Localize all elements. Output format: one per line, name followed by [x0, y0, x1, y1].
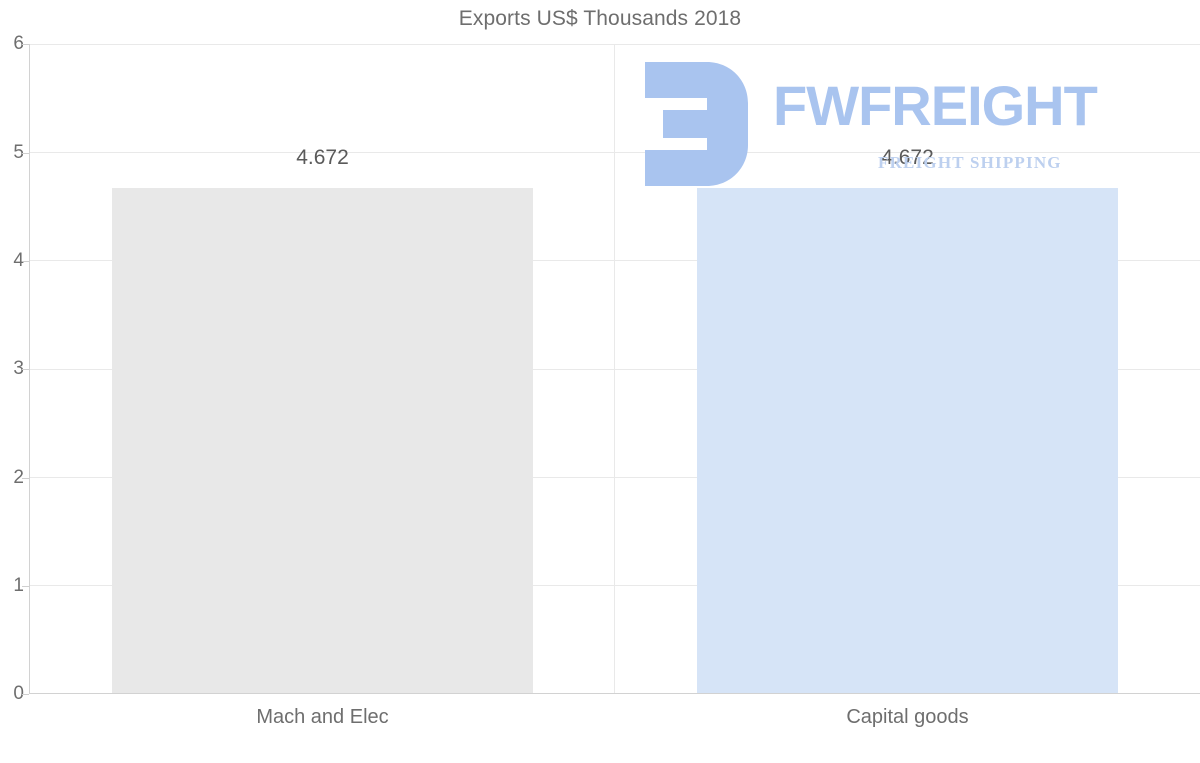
y-tick-label-5: 5	[13, 142, 24, 163]
bar-capital-goods[interactable]	[697, 188, 1118, 693]
y-tick-mark-2	[22, 478, 29, 479]
x-axis-line	[29, 693, 1200, 694]
y-tick-label-0: 0	[13, 683, 24, 704]
bar-mach-and-elec[interactable]	[112, 188, 533, 693]
y-axis-line	[29, 44, 30, 694]
y-tick-label-1: 1	[13, 575, 24, 596]
y-tick-mark-3	[22, 369, 29, 370]
y-axis-ticks: 6 5 4 3 2 1 0	[0, 0, 29, 763]
chart-title: Exports US$ Thousands 2018	[458, 7, 742, 30]
x-tick-label-capital-goods: Capital goods	[846, 706, 969, 728]
y-tick-mark-6	[22, 44, 29, 45]
x-tick-label-mach-and-elec: Mach and Elec	[256, 706, 389, 728]
bars-layer	[29, 44, 1200, 693]
gridline-category-divider	[614, 44, 615, 693]
bar-value-label-mach-and-elec: 4.672	[296, 146, 349, 169]
y-tick-mark-1	[22, 586, 29, 587]
y-tick-label-2: 2	[13, 467, 24, 488]
y-tick-label-4: 4	[13, 250, 24, 271]
y-tick-mark-0	[22, 694, 29, 695]
bar-value-label-capital-goods: 4.672	[881, 146, 934, 169]
y-tick-mark-4	[22, 261, 29, 262]
y-tick-label-6: 6	[13, 33, 24, 54]
y-tick-label-3: 3	[13, 358, 24, 379]
y-tick-mark-5	[22, 153, 29, 154]
